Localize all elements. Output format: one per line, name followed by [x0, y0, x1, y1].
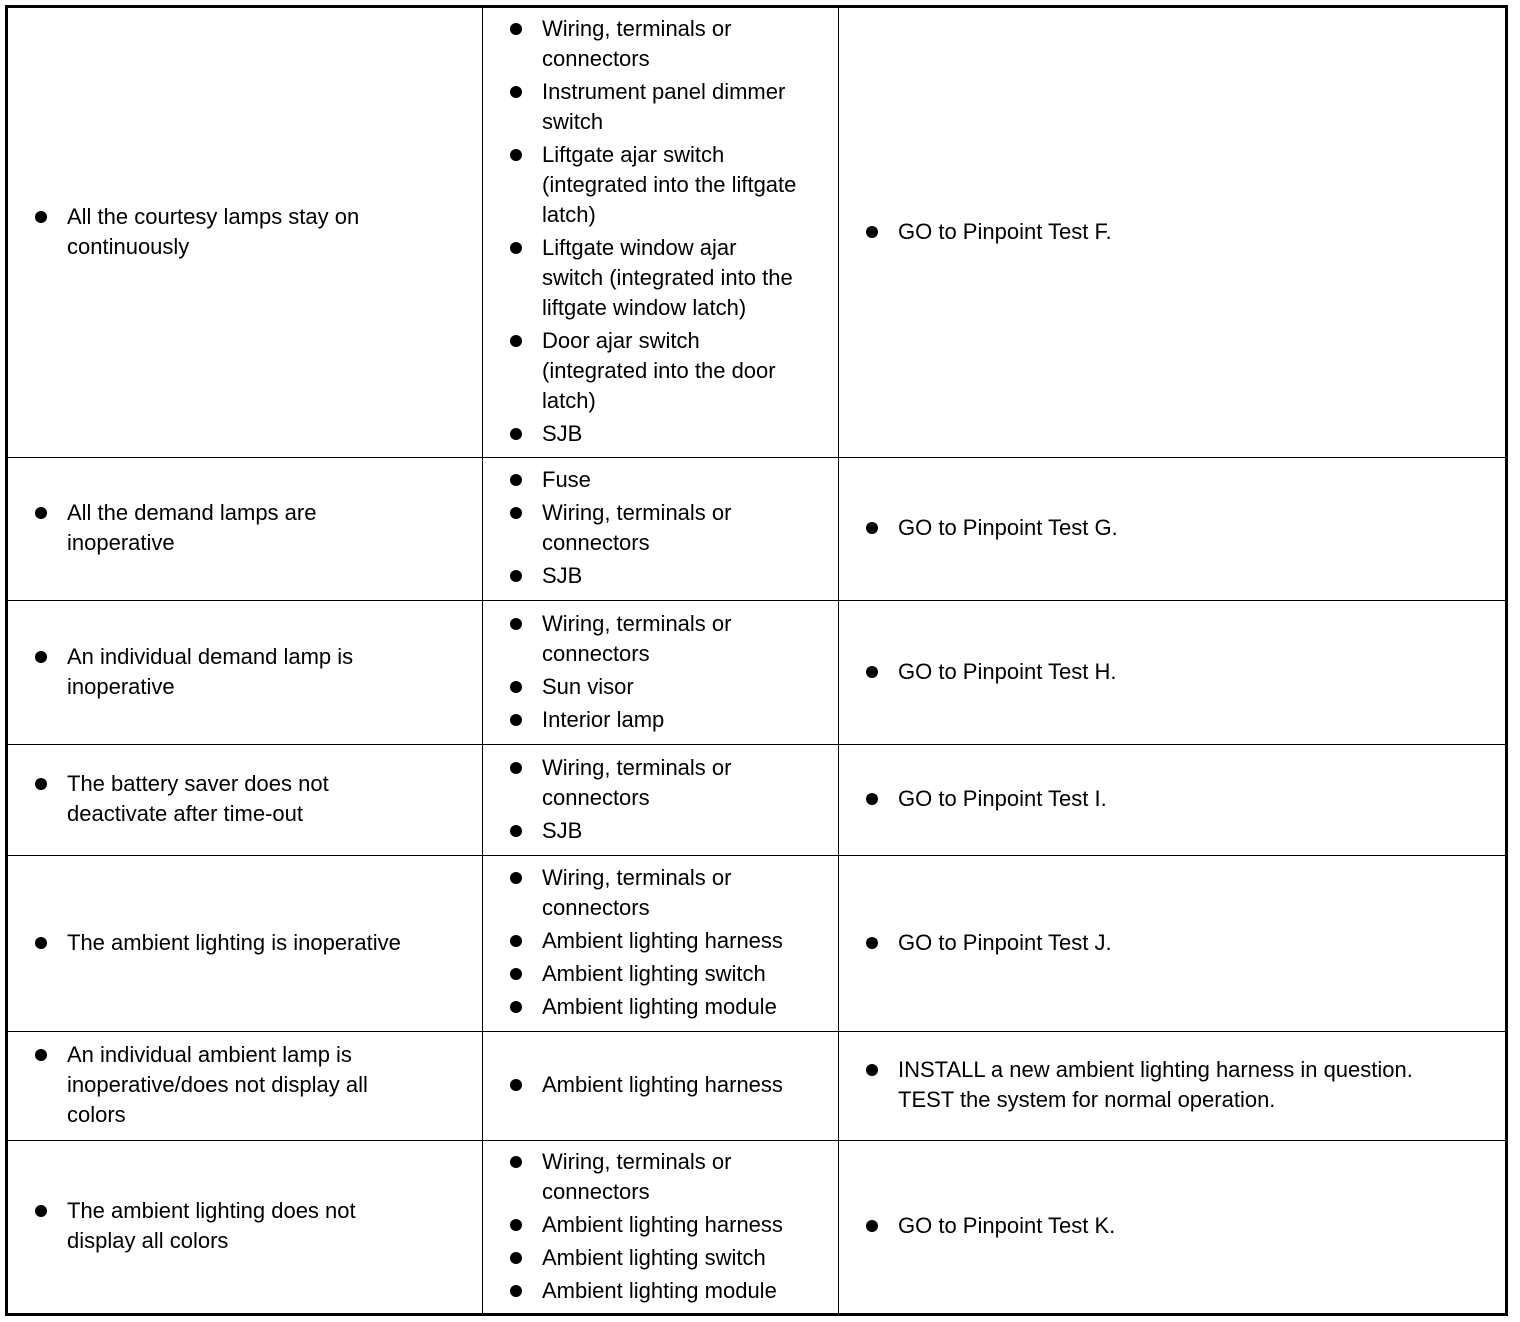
possible-source-cell: Wiring, terminals or connectors Ambient l… [482, 1140, 839, 1315]
list-item: Liftgate ajar switch (integrated into th… [483, 140, 838, 230]
bullet-list: An individual ambient lamp is inoperativ… [8, 1040, 482, 1130]
list-item: Ambient lighting module [483, 1276, 838, 1306]
list-item: INSTALL a new ambient lighting harness i… [839, 1055, 1505, 1115]
list-item: Ambient lighting harness [483, 926, 838, 956]
bullet-list: All the demand lamps are inoperative [8, 498, 482, 558]
condition-cell: All the demand lamps are inoperative [6, 457, 483, 601]
table-row: All the courtesy lamps stay on continuou… [6, 6, 1507, 458]
action-cell: GO to Pinpoint Test F. [838, 6, 1507, 458]
possible-source-cell: Wiring, terminals or connectors SJB [482, 744, 839, 856]
condition-cell: All the courtesy lamps stay on continuou… [6, 6, 483, 458]
bullet-list: Wiring, terminals or connectors SJB [483, 753, 838, 846]
condition-cell: The ambient lighting is inoperative [6, 855, 483, 1032]
table-row: An individual demand lamp is inoperative… [6, 600, 1507, 745]
list-item: SJB [483, 816, 838, 846]
list-item: Wiring, terminals or connectors [483, 1147, 838, 1207]
action-cell: GO to Pinpoint Test K. [838, 1140, 1507, 1315]
list-item: SJB [483, 561, 838, 591]
possible-source-cell: Fuse Wiring, terminals or connectors SJB [482, 457, 839, 601]
list-item: GO to Pinpoint Test J. [839, 928, 1505, 958]
list-item: Ambient lighting switch [483, 959, 838, 989]
bullet-list: INSTALL a new ambient lighting harness i… [839, 1055, 1505, 1115]
condition-cell: An individual ambient lamp is inoperativ… [6, 1031, 483, 1141]
bullet-list: The ambient lighting is inoperative [8, 928, 482, 958]
bullet-list: GO to Pinpoint Test F. [839, 217, 1505, 247]
action-cell: GO to Pinpoint Test J. [838, 855, 1507, 1032]
bullet-list: Wiring, terminals or connectors Instrumen… [483, 14, 838, 449]
list-item: All the demand lamps are inoperative [8, 498, 482, 558]
list-item: Ambient lighting switch [483, 1243, 838, 1273]
action-cell: GO to Pinpoint Test H. [838, 600, 1507, 745]
list-item: GO to Pinpoint Test K. [839, 1211, 1505, 1241]
possible-source-cell: Ambient lighting harness [482, 1031, 839, 1141]
condition-cell: The ambient lighting does not display al… [6, 1140, 483, 1315]
list-item: Ambient lighting harness [483, 1070, 838, 1100]
list-item: SJB [483, 419, 838, 449]
list-item: Wiring, terminals or connectors [483, 753, 838, 813]
list-item: Instrument panel dimmer switch [483, 77, 838, 137]
list-item: All the courtesy lamps stay on continuou… [8, 202, 482, 262]
list-item: GO to Pinpoint Test F. [839, 217, 1505, 247]
list-item: GO to Pinpoint Test H. [839, 657, 1505, 687]
table-row: An individual ambient lamp is inoperativ… [6, 1031, 1507, 1141]
bullet-list: Fuse Wiring, terminals or connectors SJB [483, 465, 838, 591]
list-item: An individual ambient lamp is inoperativ… [8, 1040, 482, 1130]
action-cell: GO to Pinpoint Test I. [838, 744, 1507, 856]
condition-cell: The battery saver does not deactivate af… [6, 744, 483, 856]
bullet-list: Wiring, terminals or connectors Ambient l… [483, 1147, 838, 1306]
possible-source-cell: Wiring, terminals or connectors Sun visor… [482, 600, 839, 745]
list-item: Wiring, terminals or connectors [483, 14, 838, 74]
bullet-list: All the courtesy lamps stay on continuou… [8, 202, 482, 262]
list-item: Sun visor [483, 672, 838, 702]
table-row: The ambient lighting is inoperative Wirin… [6, 855, 1507, 1032]
action-cell: INSTALL a new ambient lighting harness i… [838, 1031, 1507, 1141]
list-item: Wiring, terminals or connectors [483, 498, 838, 558]
bullet-list: GO to Pinpoint Test H. [839, 657, 1505, 687]
list-item: Ambient lighting module [483, 992, 838, 1022]
possible-source-cell: Wiring, terminals or connectors Instrumen… [482, 6, 839, 458]
list-item: An individual demand lamp is inoperative [8, 642, 482, 702]
bullet-list: GO to Pinpoint Test J. [839, 928, 1505, 958]
bullet-list: GO to Pinpoint Test G. [839, 513, 1505, 543]
list-item: Fuse [483, 465, 838, 495]
action-cell: GO to Pinpoint Test G. [838, 457, 1507, 601]
bullet-list: An individual demand lamp is inoperative [8, 642, 482, 702]
table-row: The battery saver does not deactivate af… [6, 744, 1507, 856]
condition-cell: An individual demand lamp is inoperative [6, 600, 483, 745]
list-item: Wiring, terminals or connectors [483, 863, 838, 923]
bullet-list: The battery saver does not deactivate af… [8, 769, 482, 829]
list-item: Interior lamp [483, 705, 838, 735]
table-row: All the demand lamps are inoperative Fuse… [6, 457, 1507, 601]
list-item: GO to Pinpoint Test I. [839, 784, 1505, 814]
list-item: GO to Pinpoint Test G. [839, 513, 1505, 543]
bullet-list: The ambient lighting does not display al… [8, 1196, 482, 1256]
bullet-list: GO to Pinpoint Test I. [839, 784, 1505, 814]
list-item: The battery saver does not deactivate af… [8, 769, 482, 829]
bullet-list: GO to Pinpoint Test K. [839, 1211, 1505, 1241]
list-item: The ambient lighting is inoperative [8, 928, 482, 958]
symptom-chart-table: All the courtesy lamps stay on continuou… [5, 5, 1508, 1316]
table-row: The ambient lighting does not display al… [6, 1140, 1507, 1315]
list-item: Ambient lighting harness [483, 1210, 838, 1240]
list-item: Wiring, terminals or connectors [483, 609, 838, 669]
possible-source-cell: Wiring, terminals or connectors Ambient l… [482, 855, 839, 1032]
bullet-list: Wiring, terminals or connectors Ambient l… [483, 863, 838, 1022]
list-item: Liftgate window ajar switch (integrated … [483, 233, 838, 323]
bullet-list: Ambient lighting harness [483, 1070, 838, 1100]
bullet-list: Wiring, terminals or connectors Sun visor… [483, 609, 838, 735]
list-item: The ambient lighting does not display al… [8, 1196, 482, 1256]
list-item: Door ajar switch (integrated into the do… [483, 326, 838, 416]
